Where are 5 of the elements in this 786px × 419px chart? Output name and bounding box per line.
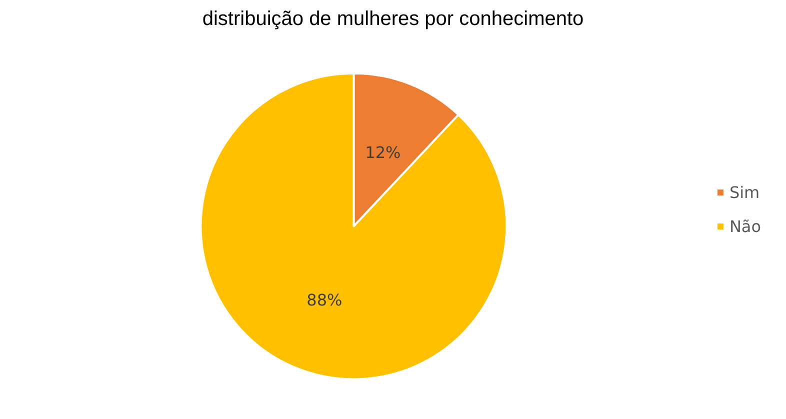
data-label: 12% xyxy=(365,142,401,162)
legend-label: Sim xyxy=(729,183,760,202)
chart-title: distribuição de mulheres por conhecimento xyxy=(202,8,584,30)
legend-label: Não xyxy=(729,217,761,236)
data-label: 88% xyxy=(306,290,342,310)
